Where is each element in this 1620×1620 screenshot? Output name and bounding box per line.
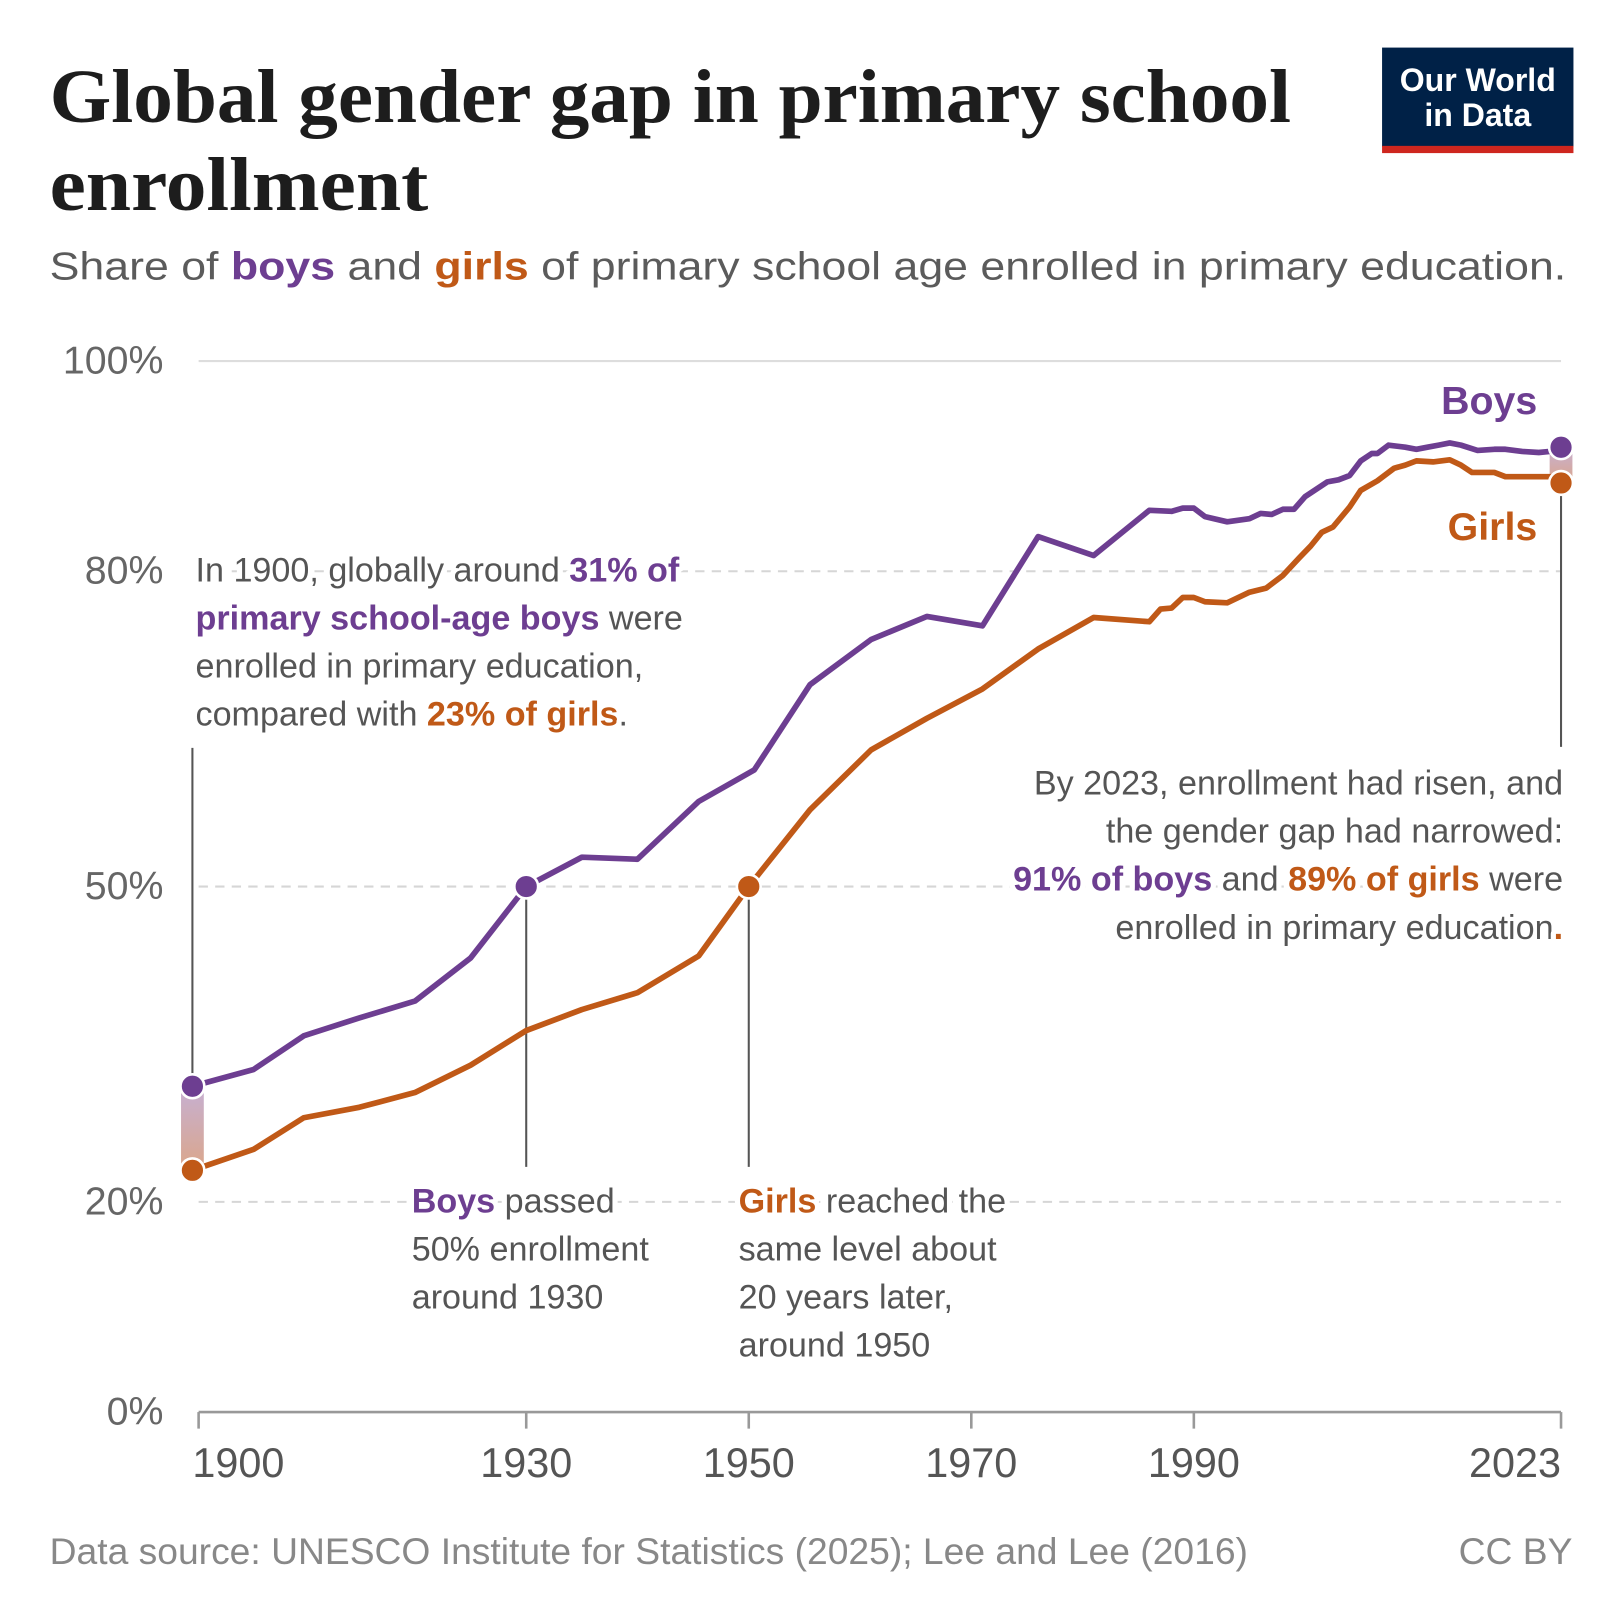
chart-subtitle: Share of boys and girls of primary schoo… (50, 244, 1567, 288)
x-tick-label: 1970 (925, 1440, 1017, 1486)
series-label-boys: Boys (1441, 379, 1537, 423)
annotation-segment-plain: 20 years later, (739, 1279, 953, 1317)
series-lines (189, 440, 1564, 1174)
subtitle-plain: Share of (50, 244, 231, 288)
x-tick-label: 1950 (703, 1440, 795, 1486)
subtitle-girls: girls (434, 244, 528, 288)
highlight-point-boys (513, 873, 540, 900)
x-tick-label: 1930 (480, 1440, 572, 1486)
annotation-segment-plain: around 1950 (739, 1327, 931, 1365)
logo-text-line2: in Data (1424, 97, 1532, 133)
annotation-segment-plain: enrolled in primary education, (196, 648, 644, 686)
annotation-line: same level about (739, 1231, 998, 1269)
annotation-segment-boys: 91% of boys (1013, 861, 1212, 899)
annotation-segment-plain: In 1900, globally around (196, 551, 570, 589)
annotation-segment-plain: were (1480, 861, 1563, 899)
annotation-segment-girls: Girls (739, 1182, 817, 1220)
annotation-girls-1950: Girls reached the same level about 20 year… (733, 1177, 1011, 1370)
y-tick-label: 0% (107, 1389, 164, 1433)
annotation-line: 91% of boys and 89% of girls were (1013, 861, 1563, 899)
grid: 0% 20% 50% 80% 100% (63, 338, 1562, 1433)
annotation-line: around 1930 (412, 1279, 604, 1317)
annotation-segment-plain: around 1930 (412, 1279, 604, 1317)
annotation-line: By 2023, enrollment had risen, and (1034, 764, 1563, 802)
annotation-segment-boys: 31% of (569, 551, 680, 589)
annotation-1900: In 1900, globally around 31% of primary s… (190, 546, 688, 739)
annotation-segment-plain: reached the (816, 1182, 1006, 1220)
annotation-segment-plain: and (1212, 861, 1288, 899)
annotation-segment-girls: . (1554, 909, 1563, 947)
annotations: In 1900, globally around 31% of primary s… (190, 546, 1568, 1370)
logo-text-line1: Our World (1400, 62, 1556, 98)
series-line-girls (189, 456, 1564, 1174)
annotation-boys-1930: Boys passed 50% enrollment around 1930 (407, 1177, 655, 1322)
series-label-girls: Girls (1448, 505, 1538, 549)
x-tick-label: 2023 (1469, 1440, 1561, 1486)
series-labels: Boys Girls (1441, 379, 1537, 549)
annotation-line: enrolled in primary education. (1115, 909, 1563, 947)
highlight-points (179, 434, 1575, 1184)
annotation-segment-plain: . (618, 696, 627, 734)
license-link[interactable]: CC BY (1459, 1530, 1573, 1572)
x-tick-label: 1990 (1148, 1440, 1240, 1486)
annotation-line: Girls reached the (739, 1182, 1007, 1220)
subtitle-boys: boys (231, 244, 335, 288)
annotation-segment-plain: were (599, 599, 682, 637)
annotation-segment-plain: passed (495, 1182, 615, 1220)
highlight-point-girls (179, 1157, 206, 1184)
annotation-line: In 1900, globally around 31% of (196, 551, 680, 589)
y-tick-label: 20% (85, 1179, 164, 1223)
annotation-line: the gender gap had narrowed: (1106, 813, 1563, 851)
gender-gap-bar (181, 1086, 204, 1171)
highlight-point-girls (1547, 469, 1575, 497)
chart-title-line2: enrollment (50, 142, 429, 227)
annotation-line: primary school-age boys were (196, 599, 683, 637)
highlight-point-girls (735, 873, 762, 900)
annotation-2023: By 2023, enrollment had risen, and the ge… (1008, 759, 1568, 952)
annotation-segment-plain: 50% enrollment (412, 1231, 650, 1269)
subtitle-plain: of primary school age enrolled in primar… (529, 244, 1566, 288)
highlight-point-boys (179, 1073, 206, 1100)
data-source: Data source: UNESCO Institute for Statis… (50, 1530, 1248, 1572)
annotation-segment-plain: the gender gap had narrowed: (1106, 813, 1563, 851)
annotation-segment-girls: 89% of girls (1288, 861, 1480, 899)
y-tick-label: 80% (85, 549, 164, 593)
x-tick-label: 1900 (192, 1440, 284, 1486)
series-line-boys (189, 440, 1564, 1090)
highlight-point-boys (1547, 434, 1575, 461)
y-tick-label: 100% (63, 338, 164, 382)
annotation-line: Boys passed (412, 1182, 615, 1220)
axes: 1900 1930 1950 1970 1990 2023 (192, 1410, 1563, 1486)
annotation-line: enrolled in primary education, (196, 648, 644, 686)
annotation-line: 50% enrollment (412, 1231, 650, 1269)
y-tick-label: 50% (85, 864, 164, 908)
chart-title-line1: Global gender gap in primary school (50, 54, 1291, 139)
annotation-segment-plain: same level about (739, 1231, 998, 1269)
annotation-line: compared with 23% of girls. (196, 696, 628, 734)
subtitle-plain: and (335, 244, 434, 288)
annotation-segment-boys: Boys (412, 1182, 495, 1220)
annotation-segment-plain: compared with (196, 696, 427, 734)
annotation-segment-plain: enrolled in primary education (1115, 909, 1553, 947)
annotation-segment-plain: By 2023, enrollment had risen, and (1034, 764, 1563, 802)
annotation-segment-girls: 23% of girls (427, 696, 619, 734)
annotation-line: 20 years later, (739, 1279, 953, 1317)
annotation-line: around 1950 (739, 1327, 931, 1365)
annotation-segment-boys: primary school-age boys (196, 599, 600, 637)
owid-logo[interactable]: Our World in Data (1382, 47, 1574, 154)
